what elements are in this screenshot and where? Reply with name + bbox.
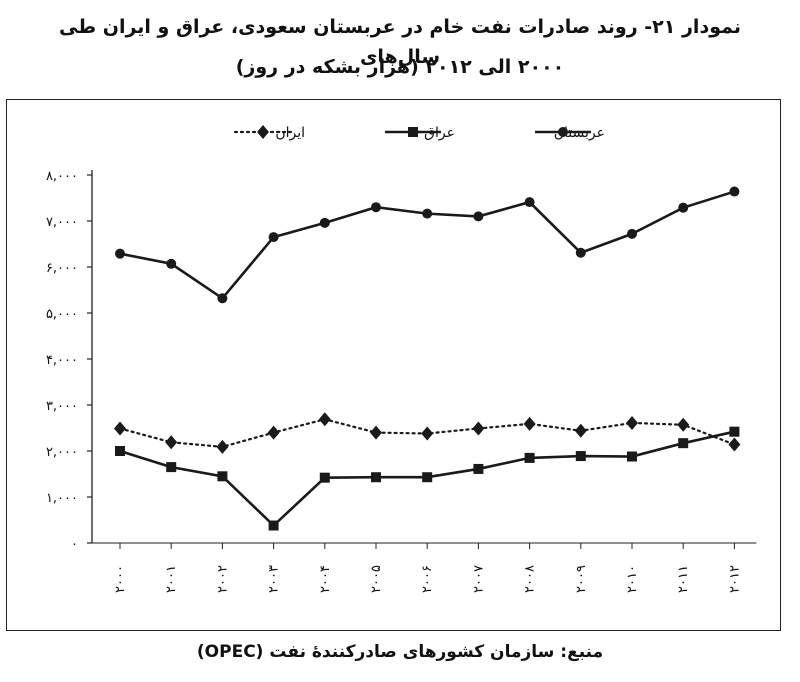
- y-tick-label: ۰: [71, 537, 78, 552]
- y-tick-label: ۱,۰۰۰: [46, 491, 78, 506]
- legend-item-2: عراق: [385, 125, 455, 141]
- data-point: [627, 451, 637, 462]
- series-line: [119, 190, 735, 301]
- x-tick-label: ۲۰۱۲: [727, 565, 742, 593]
- data-point: [421, 426, 434, 441]
- y-tick-label: ۷,۰۰۰: [46, 215, 78, 230]
- y-tick-label: ۸,۰۰۰: [46, 169, 78, 184]
- data-point: [166, 462, 177, 473]
- y-tick-label: ۲,۰۰۰: [46, 445, 78, 460]
- data-point: [626, 415, 638, 430]
- chart-title-line-1: نمودار ۲۱- روند صادرات نفت خام در عربستا…: [59, 16, 741, 68]
- data-point: [574, 423, 587, 438]
- x-tick-label: ۲۰۰۷: [471, 565, 486, 593]
- data-point: [217, 293, 228, 304]
- data-point: [165, 435, 178, 450]
- data-point: [627, 228, 637, 239]
- data-point: [473, 211, 484, 222]
- data-point: [166, 258, 177, 269]
- y-tick-label: ۶,۰۰۰: [46, 261, 78, 276]
- data-point: [678, 202, 689, 213]
- x-tick-label: ۲۰۰۸: [523, 565, 538, 593]
- x-tick-label: ۲۰۰۴: [318, 565, 333, 593]
- data-point: [217, 471, 228, 482]
- chart-frame: [6, 99, 781, 631]
- data-point: [677, 417, 690, 432]
- data-point: [268, 520, 279, 531]
- x-tick-label: ۲۰۱۰: [625, 565, 640, 593]
- x-tick-label: ۲۰۰۱: [164, 565, 179, 593]
- series-1: [115, 186, 740, 304]
- data-point: [422, 472, 433, 483]
- data-point: [115, 446, 125, 456]
- data-point: [728, 437, 741, 452]
- x-tick-label: ۲۰۰۲: [215, 565, 230, 593]
- chart-title-line-2: ۲۰۰۰ الی ۲۰۱۲ (هزار بشکه در روز): [235, 56, 565, 78]
- x-tick-label: ۲۰۰۶: [420, 565, 435, 593]
- data-point: [319, 472, 330, 483]
- data-point: [370, 425, 382, 440]
- data-point: [216, 439, 229, 454]
- legend-item-3: ایران: [233, 125, 305, 141]
- y-tick-label: ۴,۰۰۰: [46, 353, 78, 368]
- chart-source: منبع: سازمان کشورهای صادرکنندهٔ نفت (OPE…: [196, 642, 604, 662]
- data-point: [268, 232, 279, 243]
- y-tick-label: ۵,۰۰۰: [46, 307, 78, 322]
- data-point: [558, 127, 568, 137]
- x-tick-label: ۲۰۰۹: [574, 565, 589, 593]
- series-2: [115, 426, 740, 531]
- legend-item-1: عربستان: [535, 125, 605, 141]
- data-point: [472, 421, 485, 436]
- x-tick-label: ۲۰۰۳: [267, 565, 282, 593]
- chart-legend: عربستان عراق ایران: [233, 125, 605, 141]
- data-point: [318, 412, 331, 427]
- data-point: [473, 463, 484, 474]
- data-point: [371, 202, 381, 213]
- data-point: [524, 452, 535, 463]
- data-point: [729, 426, 740, 437]
- data-point: [257, 125, 269, 139]
- data-point: [575, 247, 586, 258]
- data-point: [524, 197, 535, 208]
- data-point: [267, 425, 280, 440]
- data-point: [422, 208, 433, 219]
- data-point: [678, 438, 689, 449]
- x-tick-label: ۲۰۱۱: [676, 565, 691, 593]
- chart-axes: ۰ ۱,۰۰۰ ۲,۰۰۰ ۳,۰۰۰ ۴,۰۰۰ ۵,۰۰۰ ۶,۰۰۰ ۷,۰۰۰ ۸,۰۰…: [46, 169, 757, 593]
- x-tick-label: ۲۰۰۵: [369, 565, 384, 593]
- data-point: [371, 472, 381, 483]
- data-point: [114, 421, 126, 436]
- series-3: [114, 412, 741, 454]
- y-tick-label: ۳,۰۰۰: [46, 399, 78, 414]
- data-point: [575, 451, 586, 462]
- x-tick-label: ۲۰۰۰: [113, 565, 128, 593]
- data-point: [729, 186, 740, 197]
- data-point: [115, 248, 125, 259]
- data-point: [523, 416, 536, 431]
- data-point: [408, 127, 418, 137]
- chart-lines: [114, 186, 741, 531]
- data-point: [319, 217, 330, 228]
